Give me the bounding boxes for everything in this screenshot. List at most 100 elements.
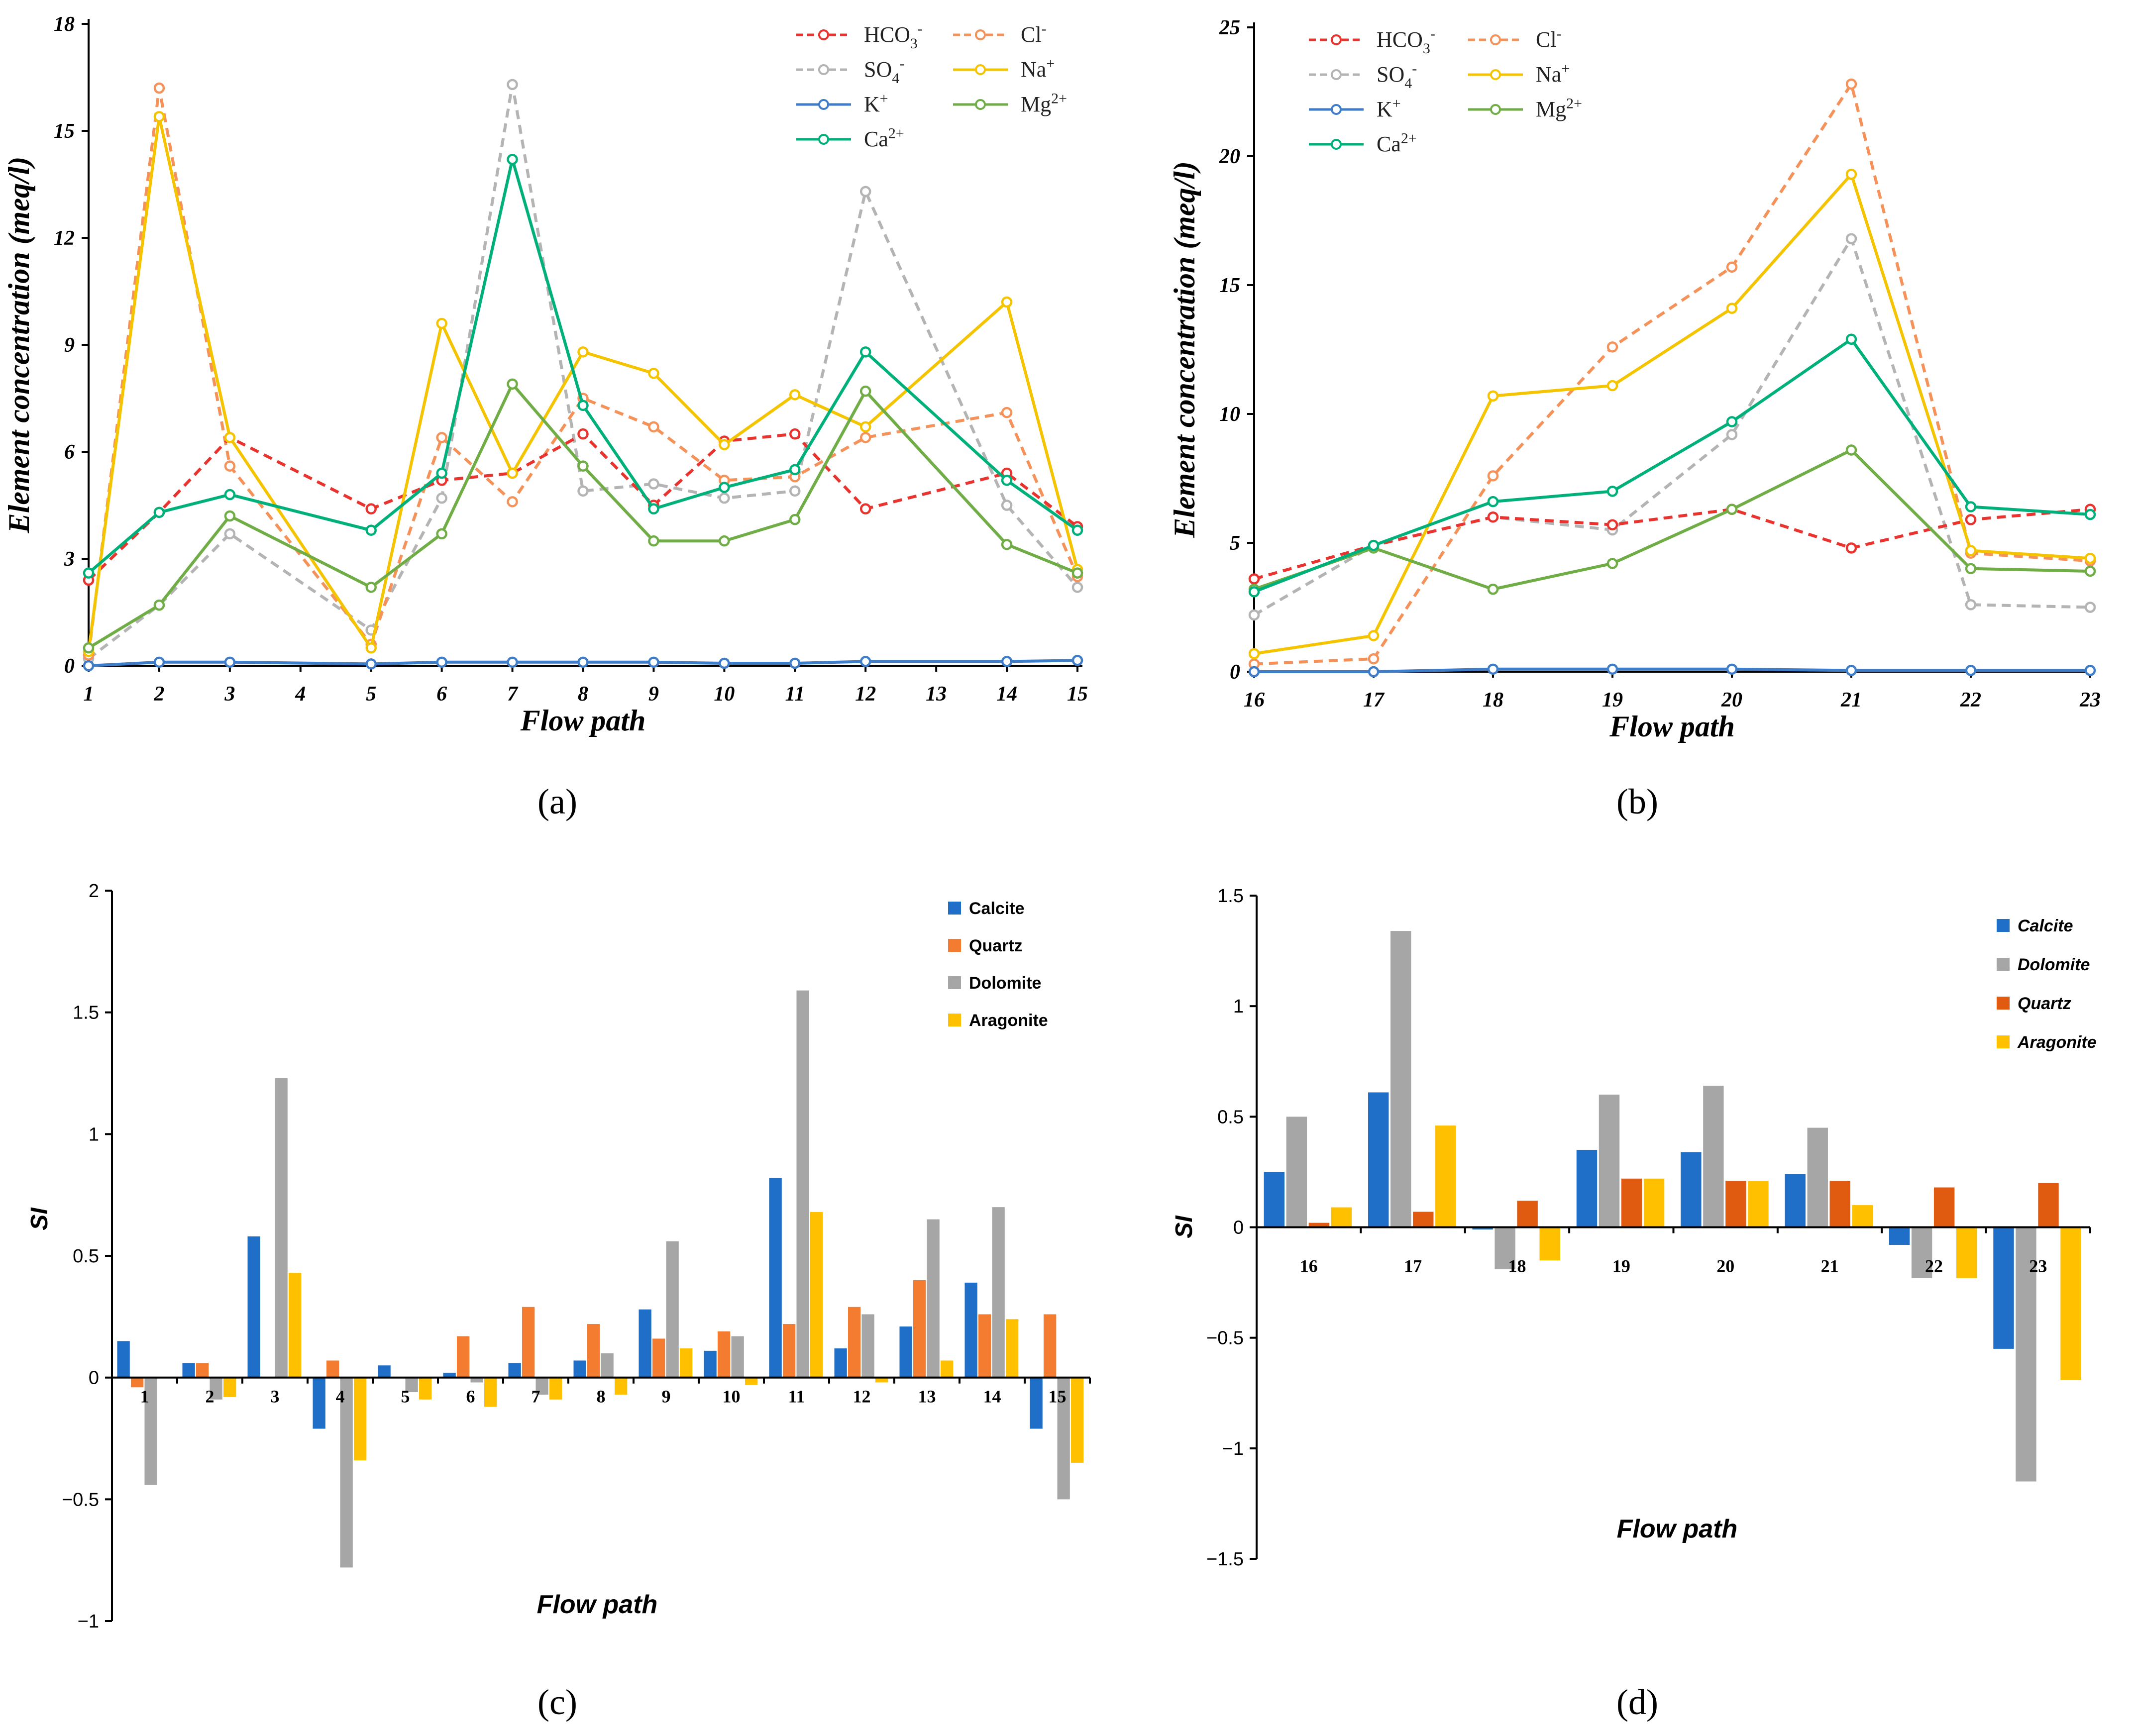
series-line xyxy=(88,158,1078,574)
data-point xyxy=(507,656,518,668)
bar xyxy=(1006,1319,1019,1378)
data-point xyxy=(789,657,801,669)
data-point xyxy=(719,492,730,504)
x-tick-label: 9 xyxy=(648,683,659,706)
legend-label: Mg2+ xyxy=(1536,95,1582,121)
bar xyxy=(275,1078,288,1378)
data-point xyxy=(1001,500,1013,511)
bar xyxy=(639,1309,651,1378)
bar xyxy=(1703,1086,1724,1227)
bar xyxy=(964,1282,977,1378)
x-tick-label: 19 xyxy=(1612,1256,1630,1276)
legend-marker xyxy=(818,134,829,145)
y-tick-label: 15 xyxy=(1219,274,1240,297)
x-tick-label: 7 xyxy=(507,683,519,706)
legend-label: HCO3- xyxy=(1377,25,1435,57)
x-tick-label: 15 xyxy=(1067,683,1088,706)
bar xyxy=(731,1336,744,1378)
y-tick-label: −1 xyxy=(1222,1438,1244,1459)
x-axis-title: Flow path xyxy=(1609,710,1735,743)
legend-marker xyxy=(975,29,986,40)
data-point xyxy=(1487,390,1499,402)
x-axis-title: Flow path xyxy=(537,1590,658,1619)
x-tick-label: 7 xyxy=(532,1387,540,1407)
data-point xyxy=(2084,509,2096,520)
y-tick-label: 0 xyxy=(1230,661,1240,684)
bar xyxy=(144,1377,157,1485)
data-point xyxy=(1248,648,1260,659)
bar xyxy=(223,1377,236,1397)
series-line xyxy=(1254,173,2091,655)
y-tick-label: −0.5 xyxy=(1206,1328,1244,1349)
y-tick-label: 0 xyxy=(64,655,75,678)
data-point xyxy=(436,317,447,329)
data-point xyxy=(224,432,236,443)
data-point xyxy=(365,524,377,536)
x-tick-label: 11 xyxy=(788,1387,805,1407)
y-axis-title: Element concentration (meq/l) xyxy=(2,157,35,534)
x-tick-label: 13 xyxy=(918,1387,936,1407)
data-point xyxy=(2084,602,2096,613)
bar xyxy=(717,1331,731,1378)
data-point xyxy=(1606,558,1618,569)
bar xyxy=(615,1377,628,1395)
bar xyxy=(782,1324,796,1378)
bar xyxy=(247,1236,260,1378)
x-tick-label: 6 xyxy=(466,1387,475,1407)
bar xyxy=(913,1280,926,1378)
data-point xyxy=(83,567,95,579)
x-tick-label: 2 xyxy=(153,683,164,706)
data-point xyxy=(1487,511,1499,523)
panel-label: (c) xyxy=(537,1682,577,1722)
data-point xyxy=(2084,565,2096,577)
x-tick-label: 17 xyxy=(1363,689,1385,712)
data-point xyxy=(1248,666,1260,678)
data-point xyxy=(577,656,589,668)
bar xyxy=(1308,1223,1330,1227)
legend-label: Dolomite xyxy=(2018,955,2090,974)
data-point xyxy=(1845,78,1857,90)
legend-swatch xyxy=(948,939,961,952)
x-tick-label: 3 xyxy=(271,1387,280,1407)
data-point xyxy=(1487,583,1499,595)
data-point xyxy=(789,389,801,401)
x-tick-label: 21 xyxy=(1840,689,1862,712)
legend-marker xyxy=(1331,34,1342,45)
data-point xyxy=(507,154,518,165)
bar xyxy=(1331,1207,1352,1227)
x-tick-label: 16 xyxy=(1300,1256,1318,1276)
x-tick-label: 5 xyxy=(401,1387,410,1407)
bar xyxy=(848,1307,861,1378)
series-line xyxy=(1254,508,2091,581)
series-line xyxy=(1253,337,2091,594)
legend-label: Aragonite xyxy=(2017,1033,2097,1052)
data-point xyxy=(224,489,236,501)
x-tick-label: 16 xyxy=(1244,689,1265,712)
bar xyxy=(1435,1125,1456,1227)
bar xyxy=(1043,1314,1057,1378)
y-tick-label: 12 xyxy=(54,227,75,250)
data-point xyxy=(1487,663,1499,675)
data-point xyxy=(719,439,730,450)
data-point xyxy=(1071,655,1083,666)
bar xyxy=(704,1350,717,1378)
series-line xyxy=(1254,448,2091,591)
bar xyxy=(992,1207,1005,1378)
bar xyxy=(196,1363,209,1378)
x-tick-label: 3 xyxy=(224,683,235,706)
data-point xyxy=(1726,429,1738,440)
x-tick-label: 20 xyxy=(1716,1256,1734,1276)
data-point xyxy=(1845,333,1857,345)
data-point xyxy=(1071,582,1083,593)
bar xyxy=(1286,1117,1307,1227)
panel-d: −1.5 −1 −0.5 0 0.5 1 1.5 16 17 18 19 20 21 22 23 Flow p… xyxy=(1171,886,2097,1722)
series-line xyxy=(1254,667,2090,673)
bar xyxy=(1643,1178,1665,1227)
data-point xyxy=(648,503,659,514)
x-tick-label: 14 xyxy=(996,683,1017,706)
bar xyxy=(1933,1187,1955,1227)
data-point xyxy=(224,528,236,540)
y-tick-label: 10 xyxy=(1219,403,1240,426)
bar xyxy=(601,1353,614,1378)
series-line xyxy=(1253,237,2091,616)
